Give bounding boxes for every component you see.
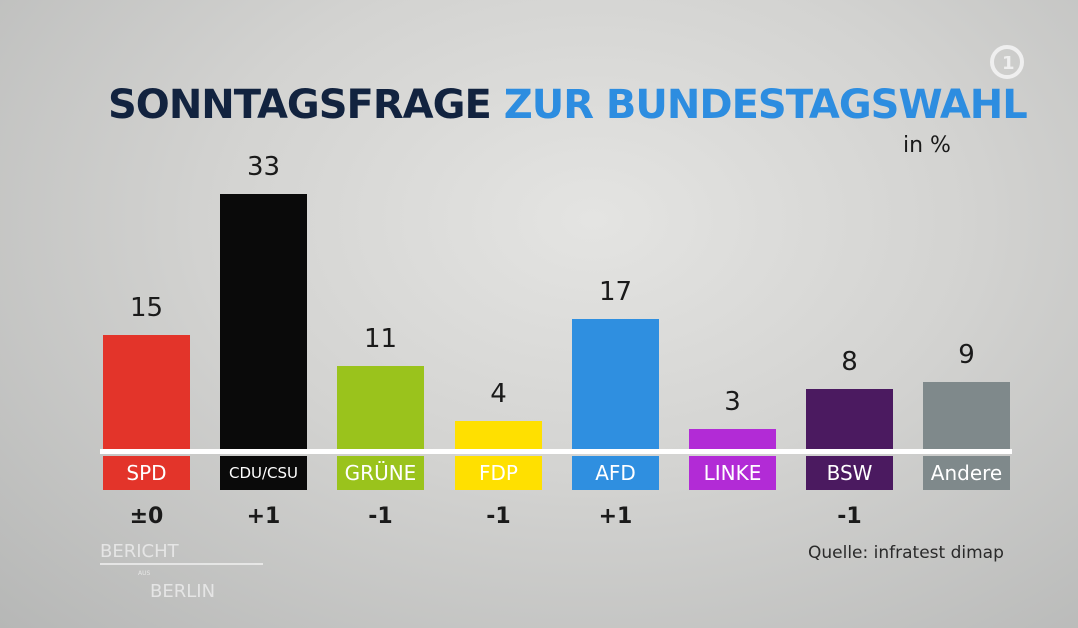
change-label-6: -1 (837, 504, 862, 529)
change-label-0: ±0 (129, 504, 164, 529)
category-label-0: SPD (103, 456, 190, 490)
bar-2 (337, 365, 424, 452)
unit-label: in % (903, 133, 951, 158)
bar-5 (689, 428, 776, 452)
value-label-3: 4 (490, 378, 507, 409)
value-label-7: 9 (958, 339, 975, 370)
change-label-1: +1 (246, 504, 281, 529)
bar-1 (220, 193, 307, 452)
bar-7 (923, 381, 1010, 452)
logo-text: 1 (1002, 53, 1015, 74)
value-label-5: 3 (724, 386, 741, 417)
category-label-4: AFD (572, 456, 659, 490)
value-label-6: 8 (841, 347, 858, 378)
show-aus: AUS (100, 563, 263, 583)
category-label-2: GRÜNE (337, 456, 424, 490)
bar-6 (806, 389, 893, 452)
title-part1: SONNTAGSFRAGE (108, 82, 492, 128)
show-logo: BERICHT AUS BERLIN (100, 543, 263, 601)
ard-logo: 1 (990, 45, 1024, 79)
change-label-3: -1 (486, 504, 511, 529)
value-label-1: 33 (246, 151, 281, 182)
bar-3 (455, 420, 542, 452)
baseline (100, 449, 1012, 454)
bar-4 (572, 319, 659, 452)
change-label-2: -1 (368, 504, 393, 529)
title-part2: ZUR BUNDESTAGSWAHL (503, 82, 1028, 128)
category-label-5: LINKE (689, 456, 776, 490)
value-label-0: 15 (129, 292, 164, 323)
category-label-3: FDP (455, 456, 542, 490)
category-label-7: Andere (923, 456, 1010, 490)
category-label-1: CDU/CSU (220, 456, 307, 490)
bar-0 (103, 334, 190, 452)
change-label-4: +1 (598, 504, 633, 529)
show-line2: BERLIN (150, 581, 216, 602)
show-line1: BERICHT (100, 541, 179, 562)
source-label: Quelle: infratest dimap (808, 543, 1004, 563)
chart-title: SONNTAGSFRAGE ZUR BUNDESTAGSWAHL (108, 82, 1028, 128)
category-label-6: BSW (806, 456, 893, 490)
value-label-2: 11 (363, 323, 398, 354)
value-label-4: 17 (598, 277, 633, 308)
